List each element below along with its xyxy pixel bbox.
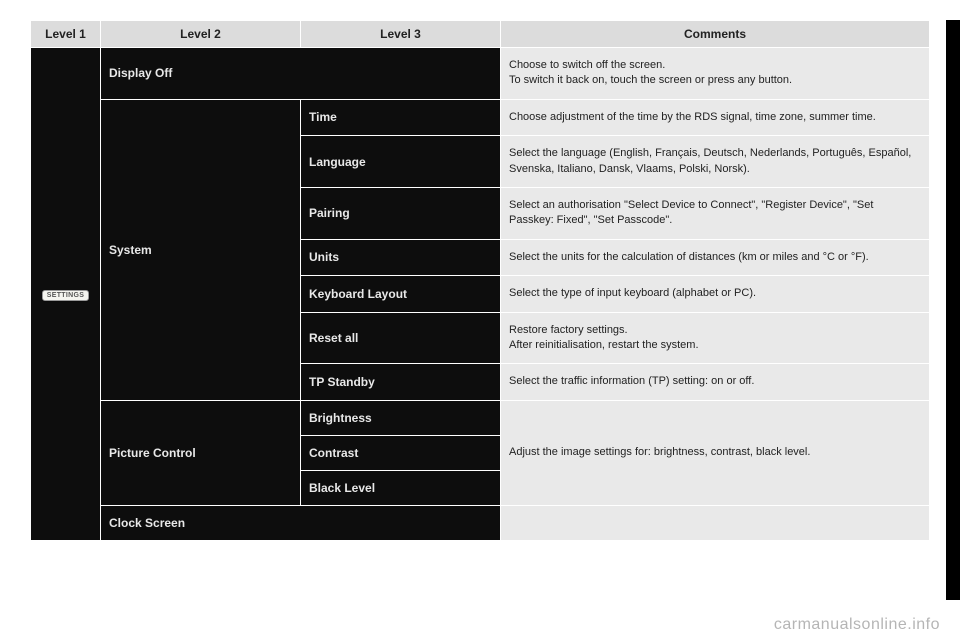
comment-clock-screen [501,505,930,540]
comment-reset: Restore factory settings.After reinitial… [501,312,930,364]
table-header-row: Level 1 Level 2 Level 3 Comments [31,21,930,48]
settings-table: Level 1 Level 2 Level 3 Comments SETTING… [30,20,930,541]
level3-time: Time [301,99,501,135]
level2-system: System [101,99,301,400]
comment-keyboard: Select the type of input keyboard (alpha… [501,276,930,312]
level2-picture-control: Picture Control [101,400,301,505]
comment-language: Select the language (English, Français, … [501,136,930,188]
comment-display-off: Choose to switch off the screen.To switc… [501,48,930,100]
table-row: Picture Control Brightness Adjust the im… [31,400,930,435]
level3-tp-standby: TP Standby [301,364,501,400]
level1-cell: SETTINGS [31,48,101,541]
comment-pairing: Select an authorisation "Select Device t… [501,187,930,239]
level3-pairing: Pairing [301,187,501,239]
comment-time: Choose adjustment of the time by the RDS… [501,99,930,135]
comment-tp-standby: Select the traffic information (TP) sett… [501,364,930,400]
comment-units: Select the units for the calculation of … [501,239,930,275]
table-row: System Time Choose adjustment of the tim… [31,99,930,135]
watermark: carmanualsonline.info [774,616,940,634]
header-comments: Comments [501,21,930,48]
level3-black-level: Black Level [301,470,501,505]
settings-button-icon: SETTINGS [42,290,89,301]
level2-display-off: Display Off [101,48,501,100]
level3-keyboard: Keyboard Layout [301,276,501,312]
table-row: SETTINGS Display Off Choose to switch of… [31,48,930,100]
level3-contrast: Contrast [301,435,501,470]
level3-units: Units [301,239,501,275]
header-level3: Level 3 [301,21,501,48]
level3-language: Language [301,136,501,188]
comment-picture-control: Adjust the image settings for: brightnes… [501,400,930,505]
header-level1: Level 1 [31,21,101,48]
table-row: Clock Screen [31,505,930,540]
level3-reset: Reset all [301,312,501,364]
header-level2: Level 2 [101,21,301,48]
side-tab [946,20,960,600]
level3-brightness: Brightness [301,400,501,435]
level2-clock-screen: Clock Screen [101,505,501,540]
